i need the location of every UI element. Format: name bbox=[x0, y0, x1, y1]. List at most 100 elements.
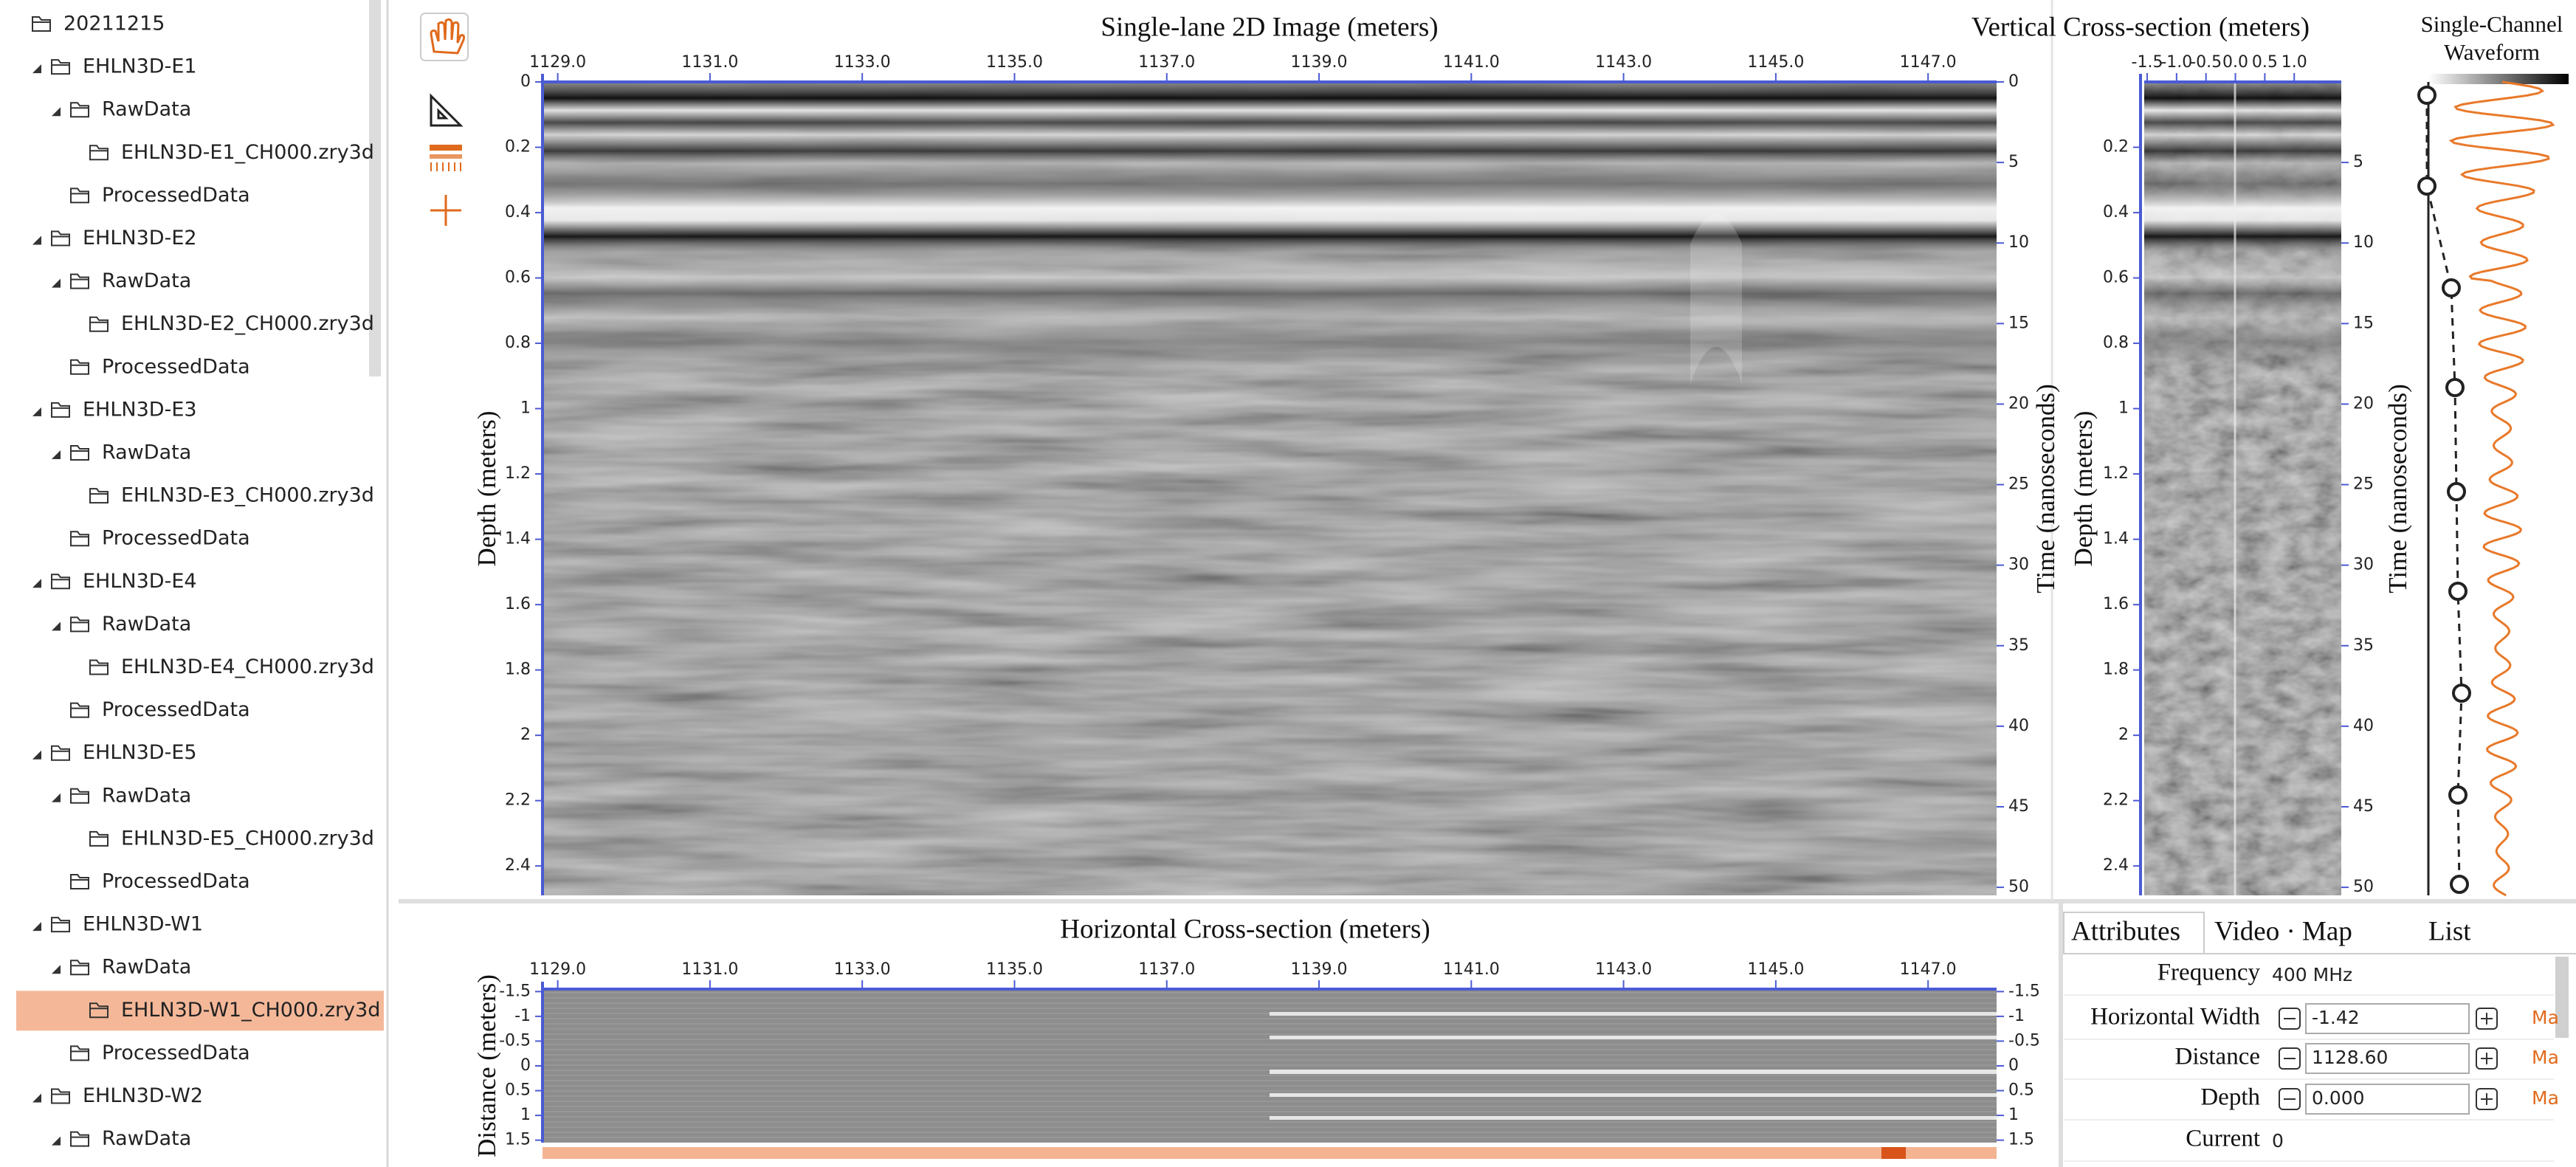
tree-item[interactable]: ProcessedData bbox=[102, 698, 250, 721]
x-tick-label: 1.0 bbox=[2281, 53, 2307, 72]
more-button[interactable]: Ma bbox=[2532, 1047, 2559, 1068]
x-tick-label: 1131.0 bbox=[681, 53, 738, 72]
progress-bar[interactable] bbox=[543, 1147, 1997, 1159]
y-tick-label: 0.6 bbox=[505, 269, 531, 287]
tree-item[interactable]: RawData bbox=[102, 98, 191, 121]
reflection bbox=[1270, 1116, 1997, 1120]
y-tick-label: 1.2 bbox=[2103, 464, 2129, 483]
expand-arrow[interactable] bbox=[32, 64, 41, 74]
tree-item[interactable]: EHLN3D-E3 bbox=[83, 398, 197, 421]
pan-icon[interactable] bbox=[430, 18, 465, 55]
y-tick-label: 20 bbox=[2353, 394, 2374, 413]
tab[interactable]: Attributes bbox=[2071, 916, 2180, 946]
y-tick-label: 1.8 bbox=[505, 661, 531, 679]
vertical-bands bbox=[2144, 82, 2341, 895]
tree-item[interactable]: EHLN3D-W1_CH000.zry3d bbox=[121, 999, 380, 1022]
scrollbar[interactable] bbox=[2555, 957, 2569, 1038]
y-tick-label: -0.5 bbox=[2008, 1031, 2040, 1050]
tree-item[interactable]: ProcessedData bbox=[102, 870, 250, 893]
gain-point[interactable] bbox=[2417, 176, 2436, 196]
x-tick-label: -1.5 bbox=[2132, 53, 2163, 72]
tree-item[interactable]: EHLN3D-E5_CH000.zry3d bbox=[121, 827, 374, 850]
folder-icon bbox=[89, 316, 109, 332]
tree-item[interactable]: EHLN3D-E1 bbox=[83, 55, 197, 78]
tree-item[interactable]: RawData bbox=[102, 784, 191, 807]
expand-arrow[interactable] bbox=[52, 965, 61, 974]
folder-icon bbox=[70, 445, 89, 461]
tree-item[interactable]: ProcessedData bbox=[102, 1042, 250, 1064]
progress-thumb[interactable] bbox=[1881, 1147, 1906, 1159]
value-input[interactable] bbox=[2305, 1084, 2470, 1115]
gain-icon[interactable] bbox=[430, 154, 462, 159]
y-tick-label: 2.2 bbox=[505, 791, 531, 810]
horizontal-reflections bbox=[1270, 1012, 1997, 1120]
tree-item[interactable]: ProcessedData bbox=[102, 184, 250, 207]
expand-arrow[interactable] bbox=[32, 579, 41, 588]
gain-point[interactable] bbox=[2417, 86, 2436, 105]
gain-point[interactable] bbox=[2445, 378, 2465, 397]
tree-item[interactable]: EHLN3D-E2_CH000.zry3d bbox=[121, 312, 374, 335]
expand-arrow[interactable] bbox=[52, 450, 61, 459]
value-input[interactable] bbox=[2305, 1003, 2470, 1034]
folder-icon bbox=[51, 402, 70, 418]
tree-item[interactable]: RawData bbox=[102, 1127, 191, 1150]
tab[interactable]: List bbox=[2428, 916, 2471, 946]
tree-item[interactable]: EHLN3D-E2 bbox=[83, 227, 197, 249]
y-tick-label: 15 bbox=[2008, 314, 2029, 332]
gain-point[interactable] bbox=[2447, 482, 2466, 501]
scrollbar[interactable] bbox=[369, 0, 381, 376]
tree-item[interactable]: EHLN3D-E3_CH000.zry3d bbox=[121, 484, 374, 507]
tree-item[interactable]: EHLN3D-E4 bbox=[83, 570, 197, 593]
expand-arrow[interactable] bbox=[52, 278, 61, 288]
expand-arrow[interactable] bbox=[52, 622, 61, 631]
gain-point[interactable] bbox=[2448, 582, 2467, 601]
reflection bbox=[1270, 1070, 1997, 1074]
tree-item[interactable]: ProcessedData bbox=[102, 355, 250, 378]
tab-active[interactable] bbox=[2063, 912, 2205, 954]
x-tick-label: 1147.0 bbox=[1900, 960, 1957, 979]
y-tick-label: 0 bbox=[2008, 1056, 2019, 1075]
plus-glyph bbox=[2481, 1053, 2493, 1064]
crosshair-icon[interactable] bbox=[430, 195, 461, 226]
tree-item[interactable]: 20211215 bbox=[63, 13, 165, 35]
expand-arrow[interactable] bbox=[32, 750, 41, 760]
expand-arrow[interactable] bbox=[32, 235, 41, 245]
tree-item[interactable]: RawData bbox=[102, 956, 191, 979]
tree-item[interactable]: EHLN3D-E1_CH000.zry3d bbox=[121, 141, 374, 164]
gain-point[interactable] bbox=[2452, 684, 2471, 703]
tree-item[interactable]: RawData bbox=[102, 613, 191, 636]
gain-point[interactable] bbox=[2448, 785, 2467, 805]
tab[interactable]: Video · Map bbox=[2214, 916, 2352, 946]
tree-item[interactable]: ProcessedData bbox=[102, 527, 250, 550]
y-tick-label: 0.4 bbox=[505, 203, 531, 221]
y-tick-label: 1.2 bbox=[505, 464, 531, 483]
measure-icon[interactable] bbox=[430, 93, 464, 127]
tree-item[interactable]: EHLN3D-W1 bbox=[83, 913, 203, 936]
tree-item[interactable]: EHLN3D-E5 bbox=[83, 741, 197, 764]
gain-point[interactable] bbox=[2450, 875, 2469, 894]
tree-item[interactable]: RawData bbox=[102, 269, 191, 292]
folder-icon bbox=[70, 359, 89, 375]
panel-title: Horizontal Cross-section (meters) bbox=[1060, 914, 1430, 944]
attribute-value: 1128.60 bbox=[2312, 1047, 2388, 1068]
plus-glyph bbox=[2481, 1093, 2493, 1105]
expand-arrow[interactable] bbox=[32, 1093, 41, 1103]
tree-item[interactable]: RawData bbox=[102, 441, 191, 464]
colorbar bbox=[2428, 74, 2569, 84]
value-input[interactable] bbox=[2305, 1043, 2470, 1074]
more-button[interactable]: Ma bbox=[2532, 1087, 2559, 1109]
expand-arrow[interactable] bbox=[52, 107, 61, 117]
gain-icon[interactable] bbox=[430, 145, 462, 151]
more-button[interactable]: Ma bbox=[2532, 1007, 2559, 1028]
gain-point[interactable] bbox=[2442, 278, 2461, 297]
expand-arrow[interactable] bbox=[32, 407, 41, 416]
gain-icon[interactable] bbox=[430, 162, 461, 171]
expand-arrow[interactable] bbox=[52, 1136, 61, 1146]
y-tick-label: 0.8 bbox=[2103, 334, 2129, 352]
tree-item[interactable]: EHLN3D-W2 bbox=[83, 1084, 203, 1107]
y-tick-label: 1.4 bbox=[505, 530, 531, 548]
expand-arrow[interactable] bbox=[32, 922, 41, 932]
expand-arrow[interactable] bbox=[52, 793, 61, 802]
tree-item[interactable]: EHLN3D-E4_CH000.zry3d bbox=[121, 655, 374, 678]
x-tick-label: 1143.0 bbox=[1595, 960, 1652, 979]
